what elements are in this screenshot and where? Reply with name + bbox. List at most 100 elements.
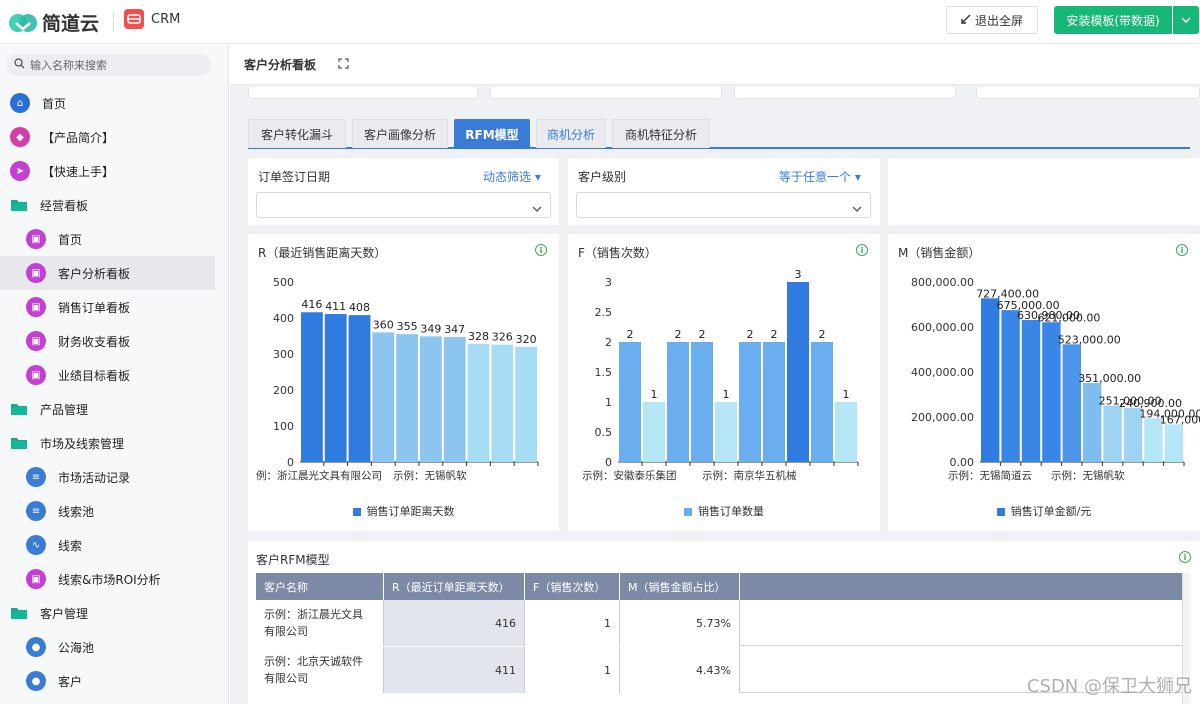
chevron-down-icon — [852, 201, 862, 215]
data-label: 194,000.00 — [1139, 407, 1200, 420]
empty-card — [888, 158, 1200, 225]
sidebar-item[interactable]: ∿ 线索 — [0, 528, 229, 562]
table-header: 客户名称 R（最近订单距离天数） F（销售次数） M（销售金额占比） — [256, 573, 1182, 600]
level-filter-mode[interactable]: 等于任意一个 ▾ — [779, 170, 861, 184]
data-label: 1 — [723, 388, 730, 401]
data-label: 411 — [325, 300, 346, 313]
data-label: 360 — [373, 318, 394, 331]
sidebar-item[interactable]: ◆ 【产品简介】 — [0, 120, 229, 154]
sidebar-item[interactable]: ● 公海池 — [0, 630, 229, 664]
tab-opportunity-features[interactable]: 商机特征分析 — [612, 119, 710, 148]
logo-text: 简道云 — [42, 13, 100, 35]
bar — [763, 342, 785, 462]
tab-opportunity-analysis[interactable]: 商机分析 — [536, 119, 606, 148]
cell-m: 4.43% — [620, 647, 740, 693]
home-icon: ⌂ — [10, 93, 30, 113]
column-header[interactable]: F（销售次数） — [525, 573, 620, 600]
info-icon[interactable]: i — [1179, 551, 1191, 563]
logo[interactable]: 简道云 — [8, 9, 99, 36]
sidebar-item[interactable]: ≡ 市场活动记录 — [0, 460, 229, 494]
sidebar-item[interactable]: ▣ 首页 — [0, 222, 229, 256]
date-filter-select[interactable] — [256, 192, 551, 218]
bar — [715, 402, 737, 462]
tab-customer-profile[interactable]: 客户画像分析 — [352, 119, 448, 148]
data-label: 320 — [516, 333, 537, 346]
column-header[interactable]: R（最近订单距离天数） — [384, 573, 525, 600]
tab-conversion-funnel[interactable]: 客户转化漏斗 — [248, 119, 346, 148]
y-tick-label: 400 — [273, 312, 294, 325]
date-filter-mode[interactable]: 动态筛选 ▾ — [483, 170, 541, 184]
level-filter-select[interactable] — [576, 192, 871, 218]
table-scrollbar[interactable] — [1182, 573, 1190, 704]
data-label: 3 — [795, 268, 802, 281]
table-row[interactable]: 示例：北京天诚软件 有限公司 411 1 4.43% — [256, 647, 1182, 693]
bar — [691, 342, 713, 462]
sidebar-item[interactable]: ▣ 财务收支看板 — [0, 324, 229, 358]
data-label: 408 — [349, 301, 370, 314]
sidebar-item[interactable]: ▣ 客户分析看板 — [0, 256, 215, 290]
sidebar-item[interactable]: ▣ 线索&市场ROI分析 — [0, 562, 229, 596]
sidebar-item-label: 【产品简介】 — [42, 130, 115, 145]
bar — [643, 402, 665, 462]
data-label: 2 — [627, 328, 634, 341]
bar — [667, 342, 689, 462]
sidebar-item-label: 线索 — [58, 538, 83, 553]
bar — [811, 342, 833, 462]
data-label: 328 — [468, 330, 489, 343]
data-label: 167,000.00 — [1160, 413, 1200, 426]
data-label: 326 — [492, 331, 513, 344]
cell-customer-name: 示例：浙江晨光文具 有限公司 — [256, 600, 384, 646]
sidebar-item[interactable]: ▣ 销售订单看板 — [0, 290, 229, 324]
sidebar-item[interactable]: ≡ 线索池 — [0, 494, 229, 528]
sidebar-item[interactable]: ⌂ 首页 — [0, 86, 229, 120]
bar — [1083, 383, 1102, 462]
data-label: 240,900.00 — [1119, 397, 1182, 410]
data-label: 251,000.00 — [1099, 395, 1162, 408]
sidebar-item[interactable]: 市场及线索管理 — [0, 426, 229, 460]
sidebar-item-label: 客户 — [58, 674, 83, 689]
chevron-down-icon[interactable] — [1172, 6, 1199, 34]
rfm-table-card: 客户RFM模型 i 客户名称 R（最近订单距离天数） F（销售次数） M（销售金… — [248, 541, 1200, 704]
sidebar-item[interactable]: ▣ 业绩目标看板 — [0, 358, 229, 392]
page-header: 客户分析看板 — [230, 45, 1200, 85]
bar — [1144, 418, 1163, 462]
exit-fullscreen-button[interactable]: 退出全屏 — [946, 6, 1038, 34]
expand-icon[interactable] — [338, 57, 349, 72]
bar — [619, 342, 641, 462]
sidebar-item-label: 公海池 — [58, 640, 95, 655]
column-header[interactable]: M（销售金额占比） — [620, 573, 740, 600]
bar — [1062, 344, 1081, 462]
sidebar-item[interactable]: 客户管理 — [0, 596, 229, 630]
sidebar-item-label: 线索&市场ROI分析 — [58, 572, 161, 587]
tab-rfm-model[interactable]: RFM模型 — [454, 119, 530, 148]
info-icon[interactable]: i — [856, 244, 868, 256]
table-row[interactable]: 示例：浙江晨光文具 有限公司 416 1 5.73% — [256, 600, 1182, 646]
tag-icon: ◆ — [10, 127, 30, 147]
r-chart-card: R（最近销售距离天数） i 0 100 200 300 400 500 416 411 408 360… — [248, 234, 559, 531]
sidebar-item[interactable]: 产品管理 — [0, 392, 229, 426]
chart-title: F（销售次数） — [578, 246, 657, 260]
search-input[interactable]: 输入名称来搜索 — [6, 54, 211, 76]
sidebar-item[interactable]: ➤ 【快速上手】 — [0, 154, 229, 188]
sidebar-item-label: 销售订单看板 — [58, 300, 131, 315]
chart-legend[interactable]: 销售订单数量 — [568, 503, 880, 519]
sidebar-item-label: 产品管理 — [40, 402, 89, 417]
logo-icon — [8, 12, 38, 34]
user-icon: ● — [26, 671, 46, 691]
exit-fullscreen-label: 退出全屏 — [974, 13, 1023, 28]
collapsed-filter-strips — [248, 87, 1200, 99]
y-tick-label: 0.00 — [950, 456, 975, 469]
info-icon[interactable]: i — [535, 244, 547, 256]
chevron-down-icon — [532, 201, 542, 215]
column-header[interactable]: 客户名称 — [256, 573, 384, 600]
sidebar-item[interactable]: 经营看板 — [0, 188, 229, 222]
install-template-button[interactable]: 安装模板(带数据) — [1054, 6, 1199, 34]
info-icon[interactable]: i — [1176, 244, 1188, 256]
install-template-label: 安装模板(带数据) — [1066, 13, 1160, 28]
chart-legend[interactable]: 销售订单金额/元 — [888, 503, 1200, 519]
cell-f: 1 — [525, 647, 620, 693]
watermark: CSDN @保卫大狮兄 — [1026, 676, 1192, 697]
chart-legend[interactable]: 销售订单距离天数 — [248, 503, 559, 519]
sidebar-item[interactable]: ● 客户 — [0, 664, 229, 698]
